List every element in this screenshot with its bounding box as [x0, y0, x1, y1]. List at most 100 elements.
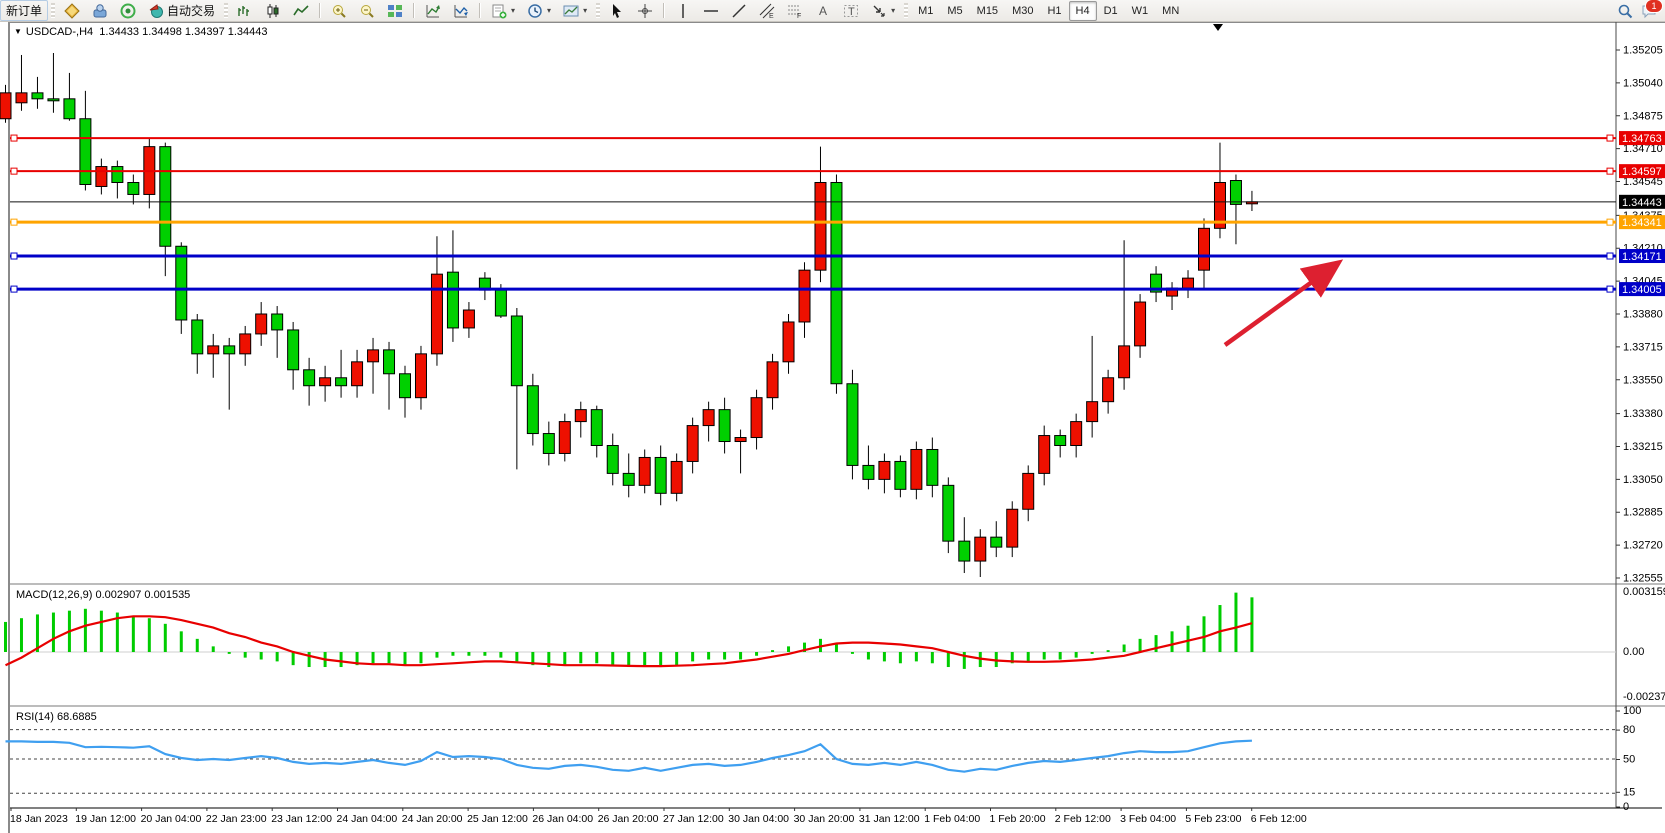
- template-dropdown[interactable]: ▾: [557, 0, 593, 21]
- signals-button[interactable]: [114, 0, 142, 21]
- add-indicator-dropdown[interactable]: ▾: [485, 0, 521, 21]
- timeframe-m1[interactable]: M1: [918, 4, 934, 17]
- zoom-in-button[interactable]: [325, 0, 353, 21]
- candle-down: [830, 181, 843, 385]
- new-order-button[interactable]: 新订单: [0, 0, 49, 21]
- fibonacci-tool-button[interactable]: F: [781, 0, 809, 21]
- timeframe-mn[interactable]: MN: [1162, 4, 1180, 17]
- timeframe-w1[interactable]: W1: [1131, 4, 1149, 17]
- candlestick-button[interactable]: [259, 0, 287, 21]
- macd-label: MACD(12,26,9): [16, 589, 93, 601]
- hline-handle[interactable]: [1606, 134, 1614, 142]
- trend-arrow-annotation[interactable]: [1223, 259, 1344, 347]
- symbol-dropdown-icon[interactable]: ▼: [14, 27, 22, 36]
- cursor-icon: [609, 3, 625, 19]
- tile-windows-button[interactable]: [381, 0, 409, 21]
- trendline-tool-button[interactable]: [725, 0, 753, 21]
- candle-up: [367, 349, 380, 363]
- candle-up: [670, 460, 683, 494]
- timeframe-m30[interactable]: M30: [1012, 4, 1034, 17]
- price-tick-label: 1.32885: [1623, 507, 1663, 519]
- hline-handle[interactable]: [1606, 252, 1614, 260]
- hline-handle[interactable]: [10, 285, 18, 293]
- search-icon[interactable]: [1617, 3, 1633, 19]
- candle-down: [894, 460, 907, 490]
- macd-pane-title: MACD(12,26,9) 0.002907 0.001535: [16, 589, 190, 601]
- hline-handle[interactable]: [1606, 167, 1614, 175]
- hline-handle[interactable]: [10, 134, 18, 142]
- price-tick-label: 1.35205: [1623, 45, 1663, 57]
- hline-handle[interactable]: [10, 218, 18, 226]
- line-chart-button[interactable]: [287, 0, 315, 21]
- timeframe-d1[interactable]: D1: [1103, 4, 1118, 17]
- chart-window: [8, 22, 1665, 833]
- label-tool-button[interactable]: T: [837, 0, 865, 21]
- market-button[interactable]: [58, 0, 86, 21]
- macd-signal-line: [5, 615, 1253, 668]
- svg-text:A: A: [819, 4, 827, 18]
- rsi-pane-title: RSI(14) 68.6885: [16, 711, 97, 723]
- rsi-axis-label: 100: [1623, 705, 1641, 717]
- vline-tool-button[interactable]: [669, 0, 697, 21]
- indicator-window-button[interactable]: [419, 0, 447, 21]
- candle-down: [1150, 273, 1163, 293]
- candle-down: [990, 536, 1003, 548]
- candle-up: [319, 377, 332, 387]
- timeframe-m5[interactable]: M5: [947, 4, 963, 17]
- text-icon: A: [815, 3, 831, 19]
- candle-up: [1038, 435, 1051, 474]
- candle-up: [414, 353, 427, 399]
- hline-handle[interactable]: [1606, 285, 1614, 293]
- hline-handle[interactable]: [1606, 218, 1614, 226]
- market-icon: [64, 2, 80, 19]
- toolbar-right: 1: [1617, 0, 1663, 19]
- candle-down: [175, 245, 188, 321]
- rsi-axis-label: 80: [1623, 724, 1635, 736]
- rsi-axis-label: 15: [1623, 786, 1635, 798]
- arrows-tool-dropdown[interactable]: ▾: [865, 0, 901, 21]
- time-tick-label: 22 Jan 23:00: [206, 813, 267, 825]
- hline-handle[interactable]: [10, 252, 18, 260]
- community-button[interactable]: [86, 0, 114, 21]
- candle-up: [1070, 421, 1083, 447]
- equidistant-channel-icon: E: [759, 3, 775, 20]
- time-tick-label: 20 Jan 04:00: [141, 813, 202, 825]
- scroll-position-marker-icon: [1213, 24, 1223, 31]
- time-tick-label: 19 Jan 12:00: [75, 813, 136, 825]
- price-badge-label: 1.34763: [1622, 133, 1662, 145]
- add-indicator-icon: [491, 3, 507, 19]
- candle-down: [846, 383, 859, 466]
- rsi-axis-label: 0: [1623, 801, 1629, 813]
- hline-handle[interactable]: [10, 167, 18, 175]
- notifications-icon[interactable]: 1: [1641, 0, 1663, 19]
- timeframe-h4[interactable]: H4: [1068, 0, 1097, 21]
- objects-list-button[interactable]: [447, 0, 475, 21]
- price-badge: [1619, 215, 1665, 230]
- channel-tool-button[interactable]: E: [753, 0, 781, 21]
- candle-up: [766, 361, 779, 399]
- candle-down: [654, 456, 667, 494]
- text-tool-button[interactable]: A: [809, 0, 837, 21]
- candle-down: [31, 92, 44, 100]
- autotrading-button[interactable]: 自动交易: [142, 0, 221, 21]
- candle-up: [351, 361, 364, 387]
- cursor-tool-button[interactable]: [603, 0, 631, 21]
- zoom-out-button[interactable]: [353, 0, 381, 21]
- macd-axis-label: 0.00: [1623, 646, 1644, 658]
- candle-down: [159, 146, 172, 247]
- period-dropdown[interactable]: ▾: [521, 0, 557, 21]
- bar-chart-button[interactable]: [231, 0, 259, 21]
- candle-up: [574, 409, 587, 423]
- objects-list-icon: [453, 3, 469, 19]
- hline-tool-button[interactable]: [697, 0, 725, 21]
- price-tick-label: 1.34875: [1623, 110, 1663, 122]
- price-badge: [1619, 131, 1665, 146]
- timeframe-m15[interactable]: M15: [976, 4, 999, 17]
- price-badge: [1619, 249, 1665, 264]
- candle-up: [15, 92, 28, 104]
- timeframe-h1[interactable]: H1: [1047, 4, 1062, 17]
- crosshair-tool-button[interactable]: [631, 0, 659, 21]
- candle-down: [862, 464, 875, 480]
- candle-up: [1086, 401, 1099, 423]
